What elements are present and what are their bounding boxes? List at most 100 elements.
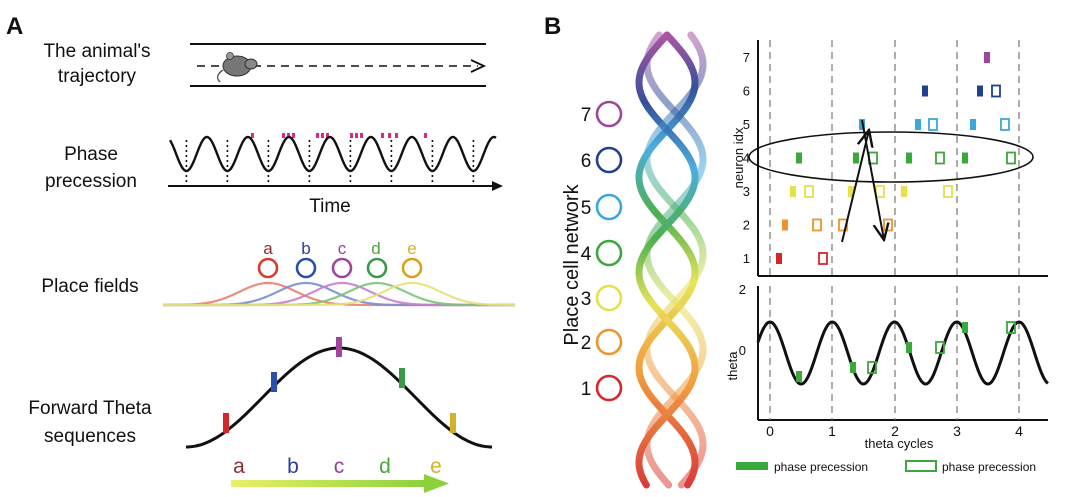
neuron4-highlight-ellipse: [748, 131, 1034, 183]
spike-open-n3-7: [804, 185, 814, 198]
theta-ytick-0: 0: [739, 343, 746, 358]
spike-n5-20: [915, 119, 921, 130]
field-ring-d: [366, 257, 388, 279]
spike-n7-27: [984, 52, 990, 63]
field-letter-c: c: [338, 239, 347, 258]
legend-open-label: phase precession: [942, 460, 1036, 474]
trajectory-label-line2: trajectory: [58, 66, 137, 87]
neuron-ring-3: [595, 284, 623, 312]
neuron-number-5: 5: [581, 198, 592, 219]
spike-ticks: [251, 133, 427, 138]
theta-ylabel: theta: [725, 351, 740, 381]
spike-open-n1-1: [818, 252, 828, 265]
theta-gridlines: [769, 286, 1020, 420]
spike-open-n5-21: [928, 118, 938, 131]
field-letter-e: e: [407, 239, 416, 258]
legend-filled-swatch: [736, 462, 768, 470]
place-field-letters: a b c d e: [263, 239, 416, 258]
spike-n3-10: [901, 186, 907, 197]
seq-letter-a: a: [233, 455, 245, 478]
spike-n4-12: [796, 152, 802, 164]
rat-icon: [216, 52, 258, 83]
phase-label-line1: Phase: [64, 144, 118, 165]
theta-trough-markers: [185, 140, 475, 184]
panel-b-label: B: [544, 13, 561, 40]
neuron-ring-7: [595, 100, 623, 128]
field-letter-b: b: [301, 239, 310, 258]
spike-n5-22: [970, 119, 976, 130]
raster-ytick-7: 7: [743, 50, 750, 65]
spike-n2-2: [782, 219, 788, 231]
theta-spikes: [796, 321, 1016, 382]
theta-xlabel: theta cycles: [865, 436, 934, 451]
xtick-3: 3: [953, 423, 961, 439]
place-field-tuning-curves: [163, 281, 515, 307]
time-axis: [168, 181, 503, 191]
theta-plot: [756, 286, 1049, 421]
spike-n4-17: [962, 152, 968, 164]
neuron-ring-6: [595, 146, 623, 174]
theta-oscillation: [168, 135, 497, 173]
raster-spikes: [776, 52, 1016, 265]
neuron-number-3: 3: [581, 289, 592, 310]
xtick-0: 0: [766, 423, 774, 439]
field-ring-e: [401, 257, 423, 279]
neuron-ring-4: [595, 239, 623, 267]
seq-marker-e: [450, 413, 456, 433]
seq-letter-e: e: [430, 455, 442, 478]
spike-open-n6-26: [991, 84, 1001, 98]
tuning-curve-4: [163, 281, 515, 307]
network-label: Place cell network: [561, 183, 583, 345]
spike-n6-24: [922, 85, 928, 97]
trajectory-label-line1: The animal's: [43, 41, 150, 62]
raster-ytick-1: 1: [743, 251, 750, 266]
xtick-2: 2: [891, 423, 899, 439]
raster-ylabel: neuron idx: [731, 127, 746, 188]
seq-marker-b: [271, 372, 277, 392]
neuron-number-1: 1: [581, 379, 592, 400]
theta-spike-0: [796, 371, 802, 382]
theta-spike-3: [906, 342, 912, 353]
theta-spike-open-2: [867, 361, 877, 374]
legend-open-swatch: [905, 460, 937, 472]
legend: phase precession phase precession: [736, 460, 1036, 474]
time-label: Time: [309, 196, 351, 217]
sequence-direction-arrow: [231, 474, 449, 493]
neuron-ring-1: [595, 374, 623, 402]
xtick-1: 1: [828, 423, 836, 439]
sequence-markers: [223, 337, 456, 433]
spike-open-n2-3: [812, 218, 822, 232]
raster-ytick-3: 3: [743, 184, 750, 199]
raster-plot: 1 2 3 4 5 6 7: [743, 40, 1048, 277]
raster-y-ticks: 1 2 3 4 5 6 7: [743, 50, 750, 266]
spike-open-n4-18: [1006, 151, 1016, 165]
theta-spike-open-4: [935, 341, 945, 354]
spike-open-n3-9: [875, 185, 885, 198]
cycle-gridlines: [769, 40, 1020, 276]
legend-filled-label: phase precession: [774, 460, 868, 474]
seq-letter-b: b: [287, 455, 299, 478]
field-letter-a: a: [263, 239, 273, 258]
theta-wave: [756, 320, 1049, 386]
panel-a-label: A: [6, 13, 23, 40]
field-letter-d: d: [371, 239, 380, 258]
field-ring-b: [295, 257, 317, 279]
seq-letter-c: c: [334, 455, 345, 478]
spike-open-n3-11: [943, 185, 953, 198]
phase-label-line2: precession: [45, 171, 137, 192]
raster-ytick-4: 4: [743, 151, 750, 166]
theta-spike-1: [850, 362, 856, 373]
spike-n3-8: [848, 186, 854, 197]
raster-ytick-6: 6: [743, 84, 750, 99]
field-ring-c: [331, 257, 353, 279]
theta-spike-5: [962, 322, 968, 333]
forward-label-line1: Forward Theta: [28, 398, 152, 419]
neuron-ring-2: [595, 328, 623, 356]
forward-label-line2: sequences: [44, 426, 136, 447]
spike-open-n5-23: [1000, 118, 1010, 131]
spike-n3-6: [790, 186, 796, 197]
spike-n4-13: [853, 152, 859, 164]
raster-ytick-2: 2: [743, 218, 750, 233]
neuron-number-2: 2: [581, 333, 592, 354]
place-field-rings: [257, 257, 423, 279]
